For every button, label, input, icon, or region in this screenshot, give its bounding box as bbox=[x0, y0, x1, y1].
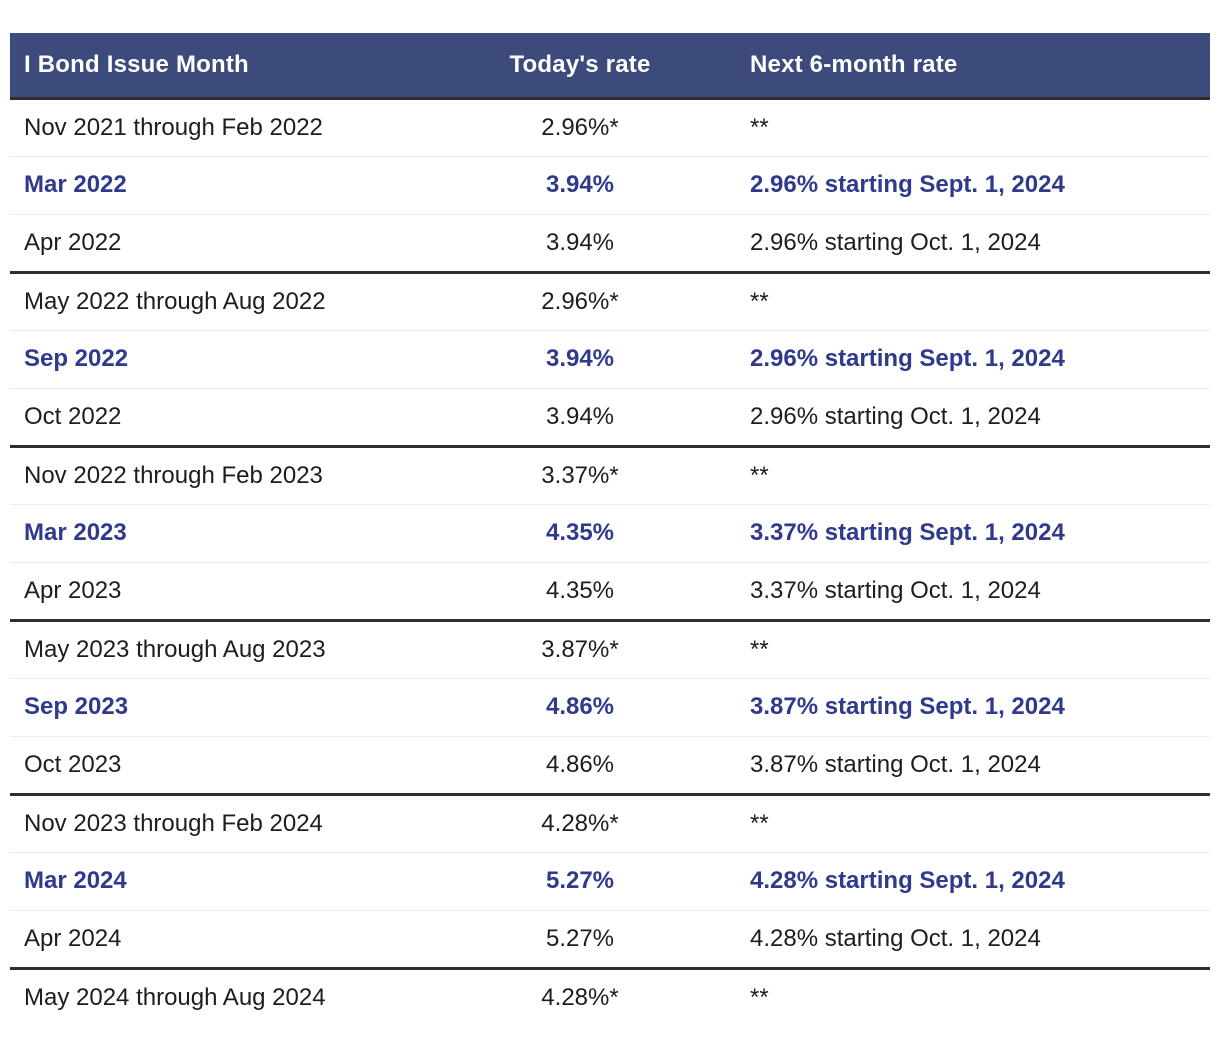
cell-next-6-month-rate: ** bbox=[730, 968, 1210, 1026]
table-row: Apr 2022 3.94% 2.96% starting Oct. 1, 20… bbox=[10, 214, 1210, 274]
column-header-issue-month: I Bond Issue Month bbox=[10, 33, 430, 100]
cell-issue-month: Sep 2023 bbox=[10, 678, 430, 737]
cell-next-6-month-rate: ** bbox=[730, 98, 1210, 157]
cell-issue-month: Apr 2024 bbox=[10, 910, 430, 970]
cell-next-6-month-rate: ** bbox=[730, 620, 1210, 679]
cell-next-6-month-rate: 4.28% starting Oct. 1, 2024 bbox=[730, 910, 1210, 970]
cell-issue-month: Sep 2022 bbox=[10, 330, 430, 389]
cell-todays-rate: 4.28%* bbox=[430, 794, 730, 853]
cell-todays-rate: 3.94% bbox=[430, 214, 730, 274]
cell-issue-month: May 2023 through Aug 2023 bbox=[10, 620, 430, 679]
i-bond-rates-table-container: I Bond Issue Month Today's rate Next 6-m… bbox=[10, 33, 1210, 1026]
cell-issue-month: Nov 2021 through Feb 2022 bbox=[10, 98, 430, 157]
cell-todays-rate: 4.86% bbox=[430, 678, 730, 737]
column-header-next-6-month-rate: Next 6-month rate bbox=[730, 33, 1210, 100]
table-row: May 2023 through Aug 2023 3.87%* ** bbox=[10, 620, 1210, 679]
table-row: Oct 2022 3.94% 2.96% starting Oct. 1, 20… bbox=[10, 388, 1210, 448]
cell-issue-month: Nov 2022 through Feb 2023 bbox=[10, 446, 430, 505]
table-row: May 2022 through Aug 2022 2.96%* ** bbox=[10, 272, 1210, 331]
cell-issue-month: May 2024 through Aug 2024 bbox=[10, 968, 430, 1026]
cell-next-6-month-rate: 3.37% starting Oct. 1, 2024 bbox=[730, 562, 1210, 622]
cell-todays-rate: 4.28%* bbox=[430, 968, 730, 1026]
table-row: Nov 2021 through Feb 2022 2.96%* ** bbox=[10, 98, 1210, 157]
cell-issue-month: Mar 2024 bbox=[10, 852, 430, 911]
cell-issue-month: Mar 2022 bbox=[10, 156, 430, 215]
cell-todays-rate: 3.37%* bbox=[430, 446, 730, 505]
cell-next-6-month-rate: 2.96% starting Sept. 1, 2024 bbox=[730, 330, 1210, 389]
cell-issue-month: Nov 2023 through Feb 2024 bbox=[10, 794, 430, 853]
cell-todays-rate: 3.87%* bbox=[430, 620, 730, 679]
cell-issue-month: Oct 2023 bbox=[10, 736, 430, 796]
cell-todays-rate: 5.27% bbox=[430, 910, 730, 970]
cell-next-6-month-rate: 2.96% starting Oct. 1, 2024 bbox=[730, 388, 1210, 448]
table-row: Sep 2023 4.86% 3.87% starting Sept. 1, 2… bbox=[10, 678, 1210, 737]
cell-next-6-month-rate: ** bbox=[730, 272, 1210, 331]
cell-todays-rate: 3.94% bbox=[430, 330, 730, 389]
cell-issue-month: Oct 2022 bbox=[10, 388, 430, 448]
cell-next-6-month-rate: 3.87% starting Oct. 1, 2024 bbox=[730, 736, 1210, 796]
cell-next-6-month-rate: 2.96% starting Oct. 1, 2024 bbox=[730, 214, 1210, 274]
cell-todays-rate: 4.86% bbox=[430, 736, 730, 796]
table-header-row: I Bond Issue Month Today's rate Next 6-m… bbox=[10, 33, 1210, 100]
cell-todays-rate: 5.27% bbox=[430, 852, 730, 911]
cell-next-6-month-rate: 2.96% starting Sept. 1, 2024 bbox=[730, 156, 1210, 215]
cell-issue-month: Apr 2023 bbox=[10, 562, 430, 622]
cell-issue-month: May 2022 through Aug 2022 bbox=[10, 272, 430, 331]
column-header-todays-rate: Today's rate bbox=[430, 33, 730, 100]
table-row: Mar 2024 5.27% 4.28% starting Sept. 1, 2… bbox=[10, 852, 1210, 911]
table-row: Mar 2022 3.94% 2.96% starting Sept. 1, 2… bbox=[10, 156, 1210, 215]
cell-next-6-month-rate: 3.37% starting Sept. 1, 2024 bbox=[730, 504, 1210, 563]
cell-next-6-month-rate: ** bbox=[730, 446, 1210, 505]
table-row: Sep 2022 3.94% 2.96% starting Sept. 1, 2… bbox=[10, 330, 1210, 389]
cell-issue-month: Apr 2022 bbox=[10, 214, 430, 274]
cell-next-6-month-rate: ** bbox=[730, 794, 1210, 853]
cell-todays-rate: 2.96%* bbox=[430, 272, 730, 331]
cell-next-6-month-rate: 3.87% starting Sept. 1, 2024 bbox=[730, 678, 1210, 737]
i-bond-rates-table: I Bond Issue Month Today's rate Next 6-m… bbox=[10, 33, 1210, 1026]
table-row: Nov 2023 through Feb 2024 4.28%* ** bbox=[10, 794, 1210, 853]
cell-todays-rate: 2.96%* bbox=[430, 98, 730, 157]
table-body: Nov 2021 through Feb 2022 2.96%* ** Mar … bbox=[10, 98, 1210, 1026]
table-row: Nov 2022 through Feb 2023 3.37%* ** bbox=[10, 446, 1210, 505]
cell-todays-rate: 4.35% bbox=[430, 504, 730, 563]
cell-issue-month: Mar 2023 bbox=[10, 504, 430, 563]
cell-todays-rate: 3.94% bbox=[430, 156, 730, 215]
table-row: Mar 2023 4.35% 3.37% starting Sept. 1, 2… bbox=[10, 504, 1210, 563]
cell-todays-rate: 3.94% bbox=[430, 388, 730, 448]
cell-next-6-month-rate: 4.28% starting Sept. 1, 2024 bbox=[730, 852, 1210, 911]
table-row: Apr 2023 4.35% 3.37% starting Oct. 1, 20… bbox=[10, 562, 1210, 622]
table-row: Apr 2024 5.27% 4.28% starting Oct. 1, 20… bbox=[10, 910, 1210, 970]
cell-todays-rate: 4.35% bbox=[430, 562, 730, 622]
table-row: May 2024 through Aug 2024 4.28%* ** bbox=[10, 968, 1210, 1026]
table-row: Oct 2023 4.86% 3.87% starting Oct. 1, 20… bbox=[10, 736, 1210, 796]
